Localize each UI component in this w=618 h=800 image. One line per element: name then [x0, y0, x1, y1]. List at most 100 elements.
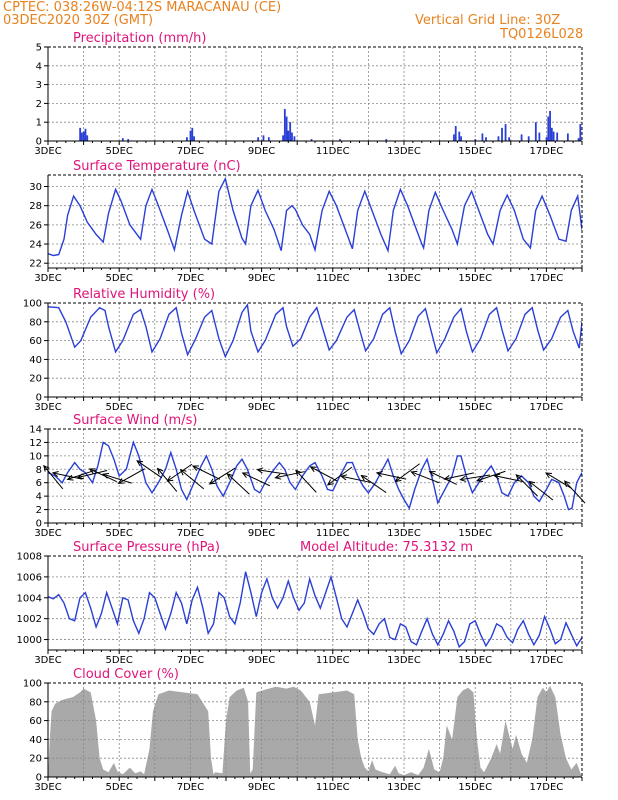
panel-0: 0 1 2 3 4 5 3DEC 5DEC 7DEC 9DEC 11DEC 13DEC 15DEC 17D…: [34, 31, 583, 157]
wind-arrow-head: [528, 480, 536, 488]
panel-title: Relative Humidity (%): [73, 287, 215, 302]
x-tick-label: 7DEC: [177, 655, 204, 666]
series-line: [48, 176, 582, 257]
y-tick-label: 80: [29, 697, 42, 708]
precip-bar: [79, 127, 82, 141]
wind-arrow-shaft: [476, 470, 506, 482]
series-line: [48, 303, 582, 359]
precip-bar: [520, 134, 523, 141]
wind-arrow-shaft: [444, 472, 474, 480]
x-tick-label: 17DEC: [530, 655, 564, 666]
y-tick-label: 60: [29, 336, 42, 347]
precip-bar: [86, 135, 89, 141]
wind-arrow-head: [459, 475, 467, 482]
wind-arrow-head: [545, 472, 553, 479]
x-tick-label: 15DEC: [458, 146, 492, 157]
wind-arrow-shaft: [460, 474, 491, 481]
wind-arrow-shaft: [77, 470, 108, 478]
precip-bar: [289, 122, 292, 141]
wind-arrow-head: [493, 473, 501, 480]
y-tick-label: 80: [29, 317, 42, 328]
wind-arrow-shaft: [209, 467, 236, 485]
x-tick-label: 13DEC: [387, 782, 421, 793]
wind-arrow-head: [563, 480, 571, 487]
x-tick-label: 13DEC: [387, 273, 421, 284]
wind-arrow-shaft: [242, 472, 271, 487]
x-tick-label: 5DEC: [106, 146, 133, 157]
wind-arrow-shaft: [52, 472, 83, 480]
wind-arrow-head: [179, 469, 187, 476]
y-tick-label: 22: [29, 259, 42, 270]
precip-bar: [257, 137, 260, 141]
panel-title: Cloud Cover (%): [73, 667, 179, 682]
y-tick-label: 60: [29, 716, 42, 727]
wind-arrow-shaft: [376, 472, 407, 480]
precip-bar: [481, 133, 484, 141]
x-tick-label: 17DEC: [530, 782, 564, 793]
y-tick-label: 1: [36, 118, 42, 129]
y-tick-label: 40: [29, 735, 42, 746]
x-tick-label: 5DEC: [106, 655, 133, 666]
x-tick-label: 7DEC: [177, 402, 204, 413]
wind-arrow-head: [241, 472, 249, 478]
wind-arrow-shaft: [257, 469, 288, 475]
precip-bar: [453, 134, 455, 141]
wind-arrow-shaft: [429, 471, 457, 485]
precip-bar: [191, 127, 194, 141]
precip-bar: [287, 130, 290, 141]
wind-arrow-head: [340, 474, 348, 481]
x-tick-label: 7DEC: [177, 146, 204, 157]
wind-arrow-head: [360, 474, 368, 482]
wind-arrow-head: [375, 470, 383, 477]
x-tick-label: 3DEC: [34, 782, 61, 793]
y-tick-label: 0: [36, 393, 42, 404]
wind-arrow-shaft: [275, 471, 305, 479]
panel-title: Surface Pressure (hPa): [73, 540, 220, 555]
wind-arrow-shaft: [167, 463, 193, 482]
y-tick-label: 3: [36, 80, 42, 91]
precip-bar: [460, 136, 462, 141]
precip-bar: [458, 131, 461, 141]
precip-bar: [186, 137, 188, 141]
wind-arrow-head: [191, 465, 199, 472]
y-tick-label: 28: [29, 201, 42, 212]
x-tick-label: 9DEC: [248, 402, 275, 413]
wind-arrow-shaft: [192, 465, 221, 480]
x-tick-label: 9DEC: [248, 782, 275, 793]
wind-arrow-head: [443, 475, 451, 482]
precip-bar: [339, 139, 341, 141]
series-line: [48, 440, 582, 511]
precip-bar: [454, 125, 457, 141]
y-tick-label: 26: [29, 220, 42, 231]
y-tick-label: 40: [29, 355, 42, 366]
precip-bar: [262, 135, 265, 141]
x-tick-label: 11DEC: [316, 146, 350, 157]
x-tick-label: 11DEC: [316, 402, 350, 413]
precip-bar: [84, 128, 87, 141]
header-grid-line: Vertical Grid Line: 30Z: [415, 13, 561, 28]
wind-arrow-head: [394, 475, 402, 483]
wind-arrow-shaft: [102, 473, 132, 484]
wind-arrow-shaft: [118, 468, 145, 484]
y-tick-label: 1008: [17, 552, 42, 563]
wind-arrow-shaft: [295, 470, 317, 493]
wind-arrow-head: [117, 478, 125, 484]
wind-arrow-shaft: [227, 473, 250, 495]
wind-arrow-head: [136, 460, 144, 467]
x-tick-label: 17DEC: [530, 402, 564, 413]
wind-arrow-shaft: [494, 475, 524, 483]
precip-bar: [556, 132, 559, 141]
panel-title: Surface Temperature (nC): [73, 159, 241, 174]
precip-bar: [579, 124, 582, 141]
precip-bar: [577, 138, 580, 141]
wind-arrow-head: [76, 473, 84, 480]
precip-bar: [189, 130, 192, 141]
precip-bar: [550, 127, 553, 141]
x-tick-label: 11DEC: [316, 655, 350, 666]
x-tick-label: 9DEC: [248, 146, 275, 157]
wind-arrow-shaft: [180, 469, 205, 490]
header-run-time: 03DEC2020 30Z (GMT): [3, 13, 154, 28]
x-tick-label: 15DEC: [458, 782, 492, 793]
x-tick-label: 7DEC: [177, 528, 204, 539]
x-tick-label: 5DEC: [106, 528, 133, 539]
